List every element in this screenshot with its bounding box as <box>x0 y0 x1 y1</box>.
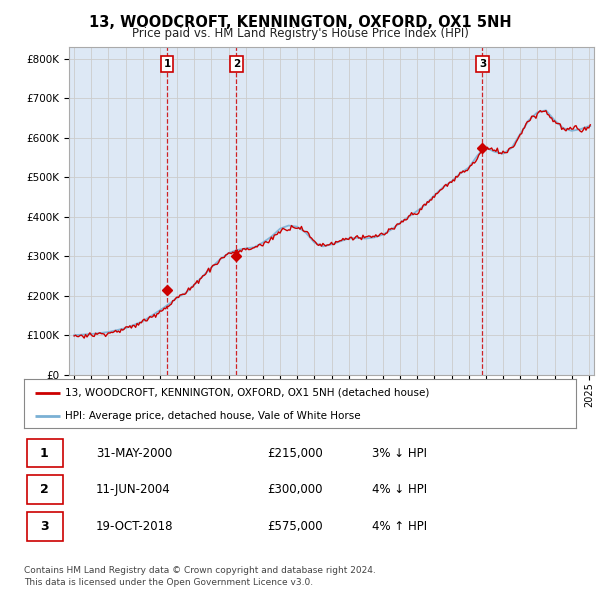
Text: 3: 3 <box>40 520 49 533</box>
FancyBboxPatch shape <box>27 439 62 467</box>
FancyBboxPatch shape <box>27 476 62 504</box>
Text: 2: 2 <box>233 59 240 69</box>
Text: Price paid vs. HM Land Registry's House Price Index (HPI): Price paid vs. HM Land Registry's House … <box>131 27 469 40</box>
Text: 1: 1 <box>40 447 49 460</box>
Text: 19-OCT-2018: 19-OCT-2018 <box>96 520 173 533</box>
Text: £215,000: £215,000 <box>267 447 323 460</box>
Text: HPI: Average price, detached house, Vale of White Horse: HPI: Average price, detached house, Vale… <box>65 411 361 421</box>
Text: £300,000: £300,000 <box>267 483 322 496</box>
Text: Contains HM Land Registry data © Crown copyright and database right 2024.
This d: Contains HM Land Registry data © Crown c… <box>24 566 376 587</box>
Text: 13, WOODCROFT, KENNINGTON, OXFORD, OX1 5NH: 13, WOODCROFT, KENNINGTON, OXFORD, OX1 5… <box>89 15 511 30</box>
FancyBboxPatch shape <box>27 512 62 540</box>
Text: £575,000: £575,000 <box>267 520 323 533</box>
Text: 13, WOODCROFT, KENNINGTON, OXFORD, OX1 5NH (detached house): 13, WOODCROFT, KENNINGTON, OXFORD, OX1 5… <box>65 388 430 398</box>
Text: 2: 2 <box>40 483 49 496</box>
Text: 1: 1 <box>164 59 171 69</box>
Text: 4% ↑ HPI: 4% ↑ HPI <box>372 520 427 533</box>
Text: 3% ↓ HPI: 3% ↓ HPI <box>372 447 427 460</box>
Text: 4% ↓ HPI: 4% ↓ HPI <box>372 483 427 496</box>
Text: 3: 3 <box>479 59 486 69</box>
Text: 11-JUN-2004: 11-JUN-2004 <box>96 483 170 496</box>
Text: 31-MAY-2000: 31-MAY-2000 <box>96 447 172 460</box>
